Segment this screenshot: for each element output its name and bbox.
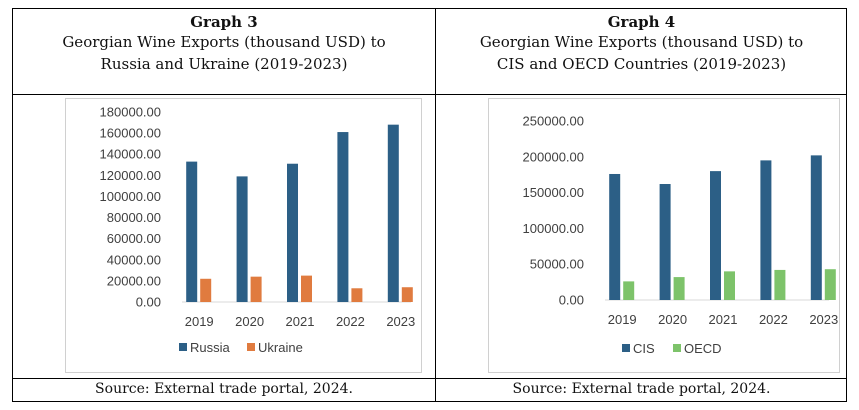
graph4-bar-oecd-2023 (824, 269, 836, 300)
graph3-ytick-label: 140000.00 (100, 147, 161, 162)
graph3-ytick-label: 60000.00 (107, 231, 161, 246)
figure-frame: Graph 3 Georgian Wine Exports (thousand … (12, 8, 847, 402)
graph4-bar-cis-2020 (659, 184, 671, 300)
graph4-bar-cis-2023 (810, 155, 822, 300)
graph4-chart: 0.00 50000.00 100000.00 150000.00 200000.00 2… (523, 114, 839, 357)
graph3-xtick-label: 2023 (386, 314, 415, 329)
graph3-legend-swatch-ukraine (247, 343, 255, 351)
graph3-bar-ukraine-2021 (301, 275, 312, 302)
graph4-xtick-label: 2020 (658, 312, 687, 327)
graph4-legend-swatch-oecd (673, 344, 681, 352)
graph4-ytick-label: 50000.00 (530, 257, 584, 272)
graph4-bar-oecd-2022 (774, 269, 786, 300)
graph4-plot-area: 0.00 50000.00 100000.00 150000.00 200000.00 2… (488, 98, 840, 373)
graph3-header: Graph 3 Georgian Wine Exports (thousand … (13, 13, 435, 75)
graph3-ytick-label: 40000.00 (107, 252, 161, 267)
graph3-xtick-label: 2020 (235, 314, 264, 329)
graph3-xtick-label: 2022 (336, 314, 365, 329)
graph3-title-line2: Russia and Ukraine (2019-2023) (100, 55, 348, 73)
graph4-ytick-label: 0.00 (559, 293, 584, 308)
graph3-legend-label-ukraine: Ukraine (258, 340, 303, 355)
graph3-ytick-label: 120000.00 (100, 168, 161, 183)
graph3-source: Source: External trade portal, 2024. (95, 381, 353, 397)
graph4-bar-cis-2019 (609, 173, 621, 300)
graph3-legend-swatch-russia (179, 343, 187, 351)
graph3-ytick-label: 100000.00 (100, 189, 161, 204)
graph3-bar-ukraine-2023 (401, 287, 413, 302)
graph3-xtick-label: 2021 (286, 314, 315, 329)
graph3-chart: 0.00 20000.00 40000.00 60000.00 80000.00 1000… (100, 105, 416, 356)
graph3-title-line1: Georgian Wine Exports (thousand USD) to (62, 33, 386, 51)
graph3-bar-ukraine-2020 (250, 276, 262, 302)
graph4-xtick-label: 2023 (809, 312, 838, 327)
graph4-bar-oecd-2019 (623, 281, 635, 300)
graph3-ytick-label: 80000.00 (107, 210, 161, 225)
graph4-legend-label-oecd: OECD (684, 341, 722, 356)
graph3-bar-russia-2020 (236, 176, 248, 302)
graph4-bar-cis-2022 (760, 160, 772, 300)
graph3-ytick-label: 0.00 (136, 295, 161, 310)
graph3-bar-russia-2023 (387, 124, 399, 303)
graph4-ytick-label: 100000.00 (523, 221, 584, 236)
column-divider (435, 9, 436, 401)
graph3-bar-russia-2022 (337, 132, 349, 302)
graph4-bar-oecd-2021 (724, 271, 735, 300)
graph3-ytick-label: 180000.00 (100, 105, 161, 120)
header-divider (13, 94, 846, 95)
graph3-label: Graph 3 (190, 13, 258, 31)
graph3-bar-russia-2021 (287, 163, 298, 302)
graph4-legend-label-cis: CIS (633, 341, 655, 356)
graph4-title-line1: Georgian Wine Exports (thousand USD) to (479, 33, 804, 51)
graph4-ytick-label: 250000.00 (523, 114, 584, 129)
graph4-header: Graph 4 Georgian Wine Exports (thousand … (436, 13, 847, 75)
graph4-legend-swatch-cis (622, 344, 630, 352)
graph3-ytick-label: 160000.00 (100, 126, 161, 141)
graph3-legend-label-russia: Russia (190, 340, 231, 355)
graph4-xtick-label: 2019 (608, 312, 637, 327)
graph4-ytick-label: 150000.00 (523, 185, 584, 200)
footer-divider (13, 378, 846, 379)
graph4-bar-oecd-2020 (673, 277, 685, 300)
graph3-ytick-label: 20000.00 (107, 273, 161, 288)
graph3-xtick-label: 2019 (185, 314, 214, 329)
graph4-ytick-label: 200000.00 (523, 149, 584, 164)
graph3-bar-russia-2019 (186, 161, 198, 302)
graph3-plot-area: 0.00 20000.00 40000.00 60000.00 80000.00 1000… (65, 98, 422, 373)
graph4-label: Graph 4 (607, 13, 676, 31)
graph4-bar-cis-2021 (710, 171, 721, 300)
graph4-source: Source: External trade portal, 2024. (512, 381, 771, 397)
graph4-title-line2: CIS and OECD Countries (2019-2023) (496, 55, 787, 73)
graph3-bar-ukraine-2019 (200, 278, 212, 302)
graph4-xtick-label: 2021 (709, 312, 738, 327)
graph3-bar-ukraine-2022 (351, 288, 363, 302)
graph4-xtick-label: 2022 (759, 312, 788, 327)
